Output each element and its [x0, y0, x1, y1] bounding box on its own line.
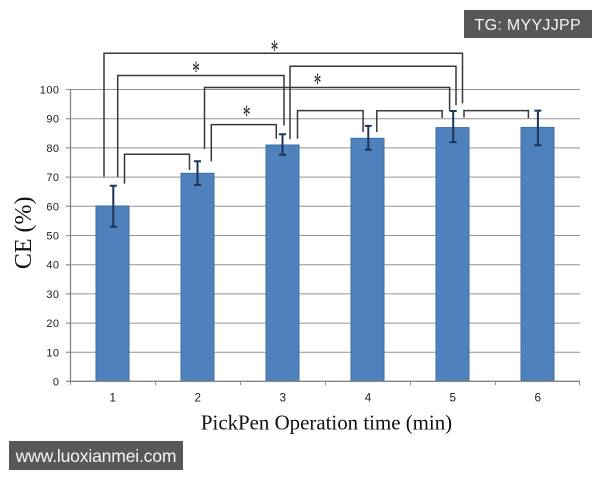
svg-text:CE (%): CE (%): [11, 196, 37, 269]
svg-text:PickPen Operation time (min): PickPen Operation time (min): [201, 411, 452, 435]
svg-text:2: 2: [194, 391, 201, 404]
svg-text:10: 10: [46, 347, 59, 359]
svg-text:5: 5: [449, 391, 456, 404]
svg-text:70: 70: [46, 172, 59, 184]
svg-text:100: 100: [40, 85, 60, 97]
svg-text:90: 90: [46, 114, 59, 126]
svg-text:*: *: [314, 68, 322, 99]
svg-text:20: 20: [46, 318, 59, 330]
svg-text:3: 3: [279, 391, 286, 404]
svg-text:50: 50: [46, 231, 59, 243]
svg-text:80: 80: [46, 143, 59, 155]
svg-text:0: 0: [53, 377, 60, 389]
svg-text:1: 1: [109, 391, 116, 404]
svg-text:*: *: [192, 56, 200, 87]
svg-text:60: 60: [46, 201, 59, 213]
svg-text:40: 40: [46, 260, 59, 272]
svg-text:4: 4: [365, 391, 372, 404]
svg-text:*: *: [243, 100, 251, 131]
svg-text:30: 30: [46, 289, 59, 301]
svg-text:*: *: [271, 35, 279, 66]
svg-text:6: 6: [534, 391, 541, 404]
